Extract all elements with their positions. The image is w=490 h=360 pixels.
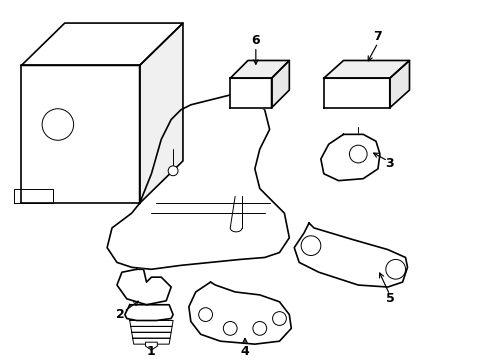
Polygon shape: [271, 60, 289, 108]
Polygon shape: [390, 60, 410, 108]
Text: 6: 6: [251, 34, 260, 47]
Polygon shape: [146, 342, 157, 350]
Polygon shape: [132, 332, 171, 338]
Polygon shape: [324, 60, 410, 78]
Polygon shape: [294, 223, 408, 287]
Polygon shape: [125, 305, 173, 320]
Polygon shape: [324, 78, 390, 108]
Polygon shape: [321, 134, 380, 181]
Polygon shape: [133, 338, 170, 344]
Text: 7: 7: [373, 30, 382, 43]
Polygon shape: [22, 23, 183, 66]
Polygon shape: [230, 78, 271, 108]
Text: 1: 1: [147, 345, 156, 357]
Polygon shape: [130, 320, 173, 327]
Text: 4: 4: [241, 345, 249, 357]
Polygon shape: [230, 60, 289, 78]
Polygon shape: [131, 327, 172, 332]
Polygon shape: [14, 189, 53, 203]
Text: 2: 2: [116, 308, 124, 321]
Polygon shape: [140, 23, 183, 203]
Circle shape: [168, 166, 178, 176]
Polygon shape: [117, 269, 171, 305]
Polygon shape: [189, 282, 291, 344]
Polygon shape: [107, 95, 289, 269]
Text: 5: 5: [387, 292, 395, 305]
Polygon shape: [22, 66, 140, 203]
Text: 3: 3: [386, 157, 394, 170]
